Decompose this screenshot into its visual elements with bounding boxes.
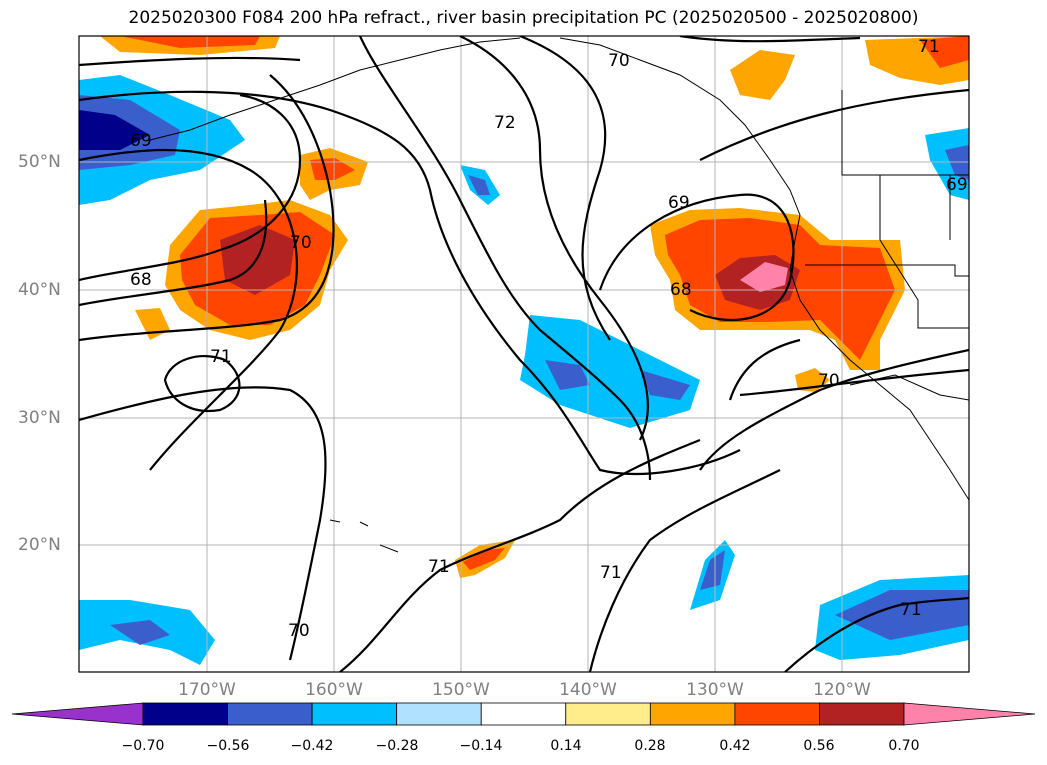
- colorbar-segment: [819, 702, 905, 726]
- colorbar-tick-label: −0.42: [290, 738, 334, 754]
- colorbar-tick-label: 0.56: [803, 738, 835, 754]
- contour-label: 71: [600, 563, 622, 583]
- negative-anomaly-shading: [79, 75, 969, 665]
- contour-label: 71: [918, 37, 940, 57]
- lat-label-30n: 30°N: [18, 408, 61, 428]
- colorbar-segment: [565, 702, 651, 726]
- contour-label: 70: [608, 51, 630, 71]
- map-plot-area: 71 70 72 69 69 69 70 68 68 71 70 71 71 7…: [79, 36, 969, 672]
- lat-label-40n: 40°N: [18, 280, 61, 300]
- contour-label: 71: [428, 557, 450, 577]
- colorbar-tick-label: −0.28: [375, 738, 419, 754]
- colorbar-segment: [142, 702, 228, 726]
- graticule: [79, 36, 969, 672]
- contour-label: 71: [900, 600, 922, 620]
- lon-label-150w: 150°W: [432, 680, 490, 700]
- contour-label: 70: [290, 233, 312, 253]
- lon-label-120w: 120°W: [813, 680, 871, 700]
- contour-label: 70: [288, 621, 310, 641]
- lat-label-20n: 20°N: [18, 535, 61, 555]
- lon-label-140w: 140°W: [559, 680, 617, 700]
- contour-label: 68: [670, 280, 692, 300]
- colorbar-tick-label: 0.70: [888, 738, 920, 754]
- colorbar-segment: [734, 702, 820, 726]
- lon-label-160w: 160°W: [305, 680, 363, 700]
- contour-label: 69: [668, 193, 690, 213]
- colorbar-tick-label: −0.14: [459, 738, 503, 754]
- refractivity-contours: [79, 36, 969, 672]
- colorbar-tick-label: −0.70: [121, 738, 165, 754]
- colorbar-tick-label: 0.28: [634, 738, 666, 754]
- positive-anomaly-shading: [100, 36, 969, 578]
- plot-frame: [78, 35, 970, 673]
- colorbar-segment: [480, 702, 567, 726]
- contour-label: 72: [494, 113, 516, 133]
- contour-labels: 71 70 72 69 69 69 70 68 68 71 70 71 71 7…: [130, 37, 968, 641]
- colorbar-segment: [649, 702, 736, 726]
- colorbar-tick-label: 0.42: [719, 738, 751, 754]
- colorbar: [11, 702, 1036, 726]
- colorbar-tick-label: −0.56: [206, 738, 250, 754]
- contour-label: 70: [818, 371, 840, 391]
- lon-label-170w: 170°W: [178, 680, 236, 700]
- contour-label: 69: [130, 131, 152, 151]
- lon-label-130w: 130°W: [686, 680, 744, 700]
- colorbar-segment: [396, 702, 482, 726]
- colorbar-extend-high: [903, 702, 1036, 726]
- colorbar-segment: [311, 702, 398, 726]
- coastlines: [149, 37, 969, 553]
- contour-label: 71: [210, 347, 232, 367]
- colorbar-tick-label: 0.14: [550, 738, 582, 754]
- contour-label: 68: [130, 270, 152, 290]
- contour-label: 69: [946, 175, 968, 195]
- colorbar-segment: [227, 702, 313, 726]
- lat-label-50n: 50°N: [18, 152, 61, 172]
- colorbar-extend-low: [11, 702, 144, 726]
- map-title: 2025020300 F084 200 hPa refract., river …: [128, 8, 919, 28]
